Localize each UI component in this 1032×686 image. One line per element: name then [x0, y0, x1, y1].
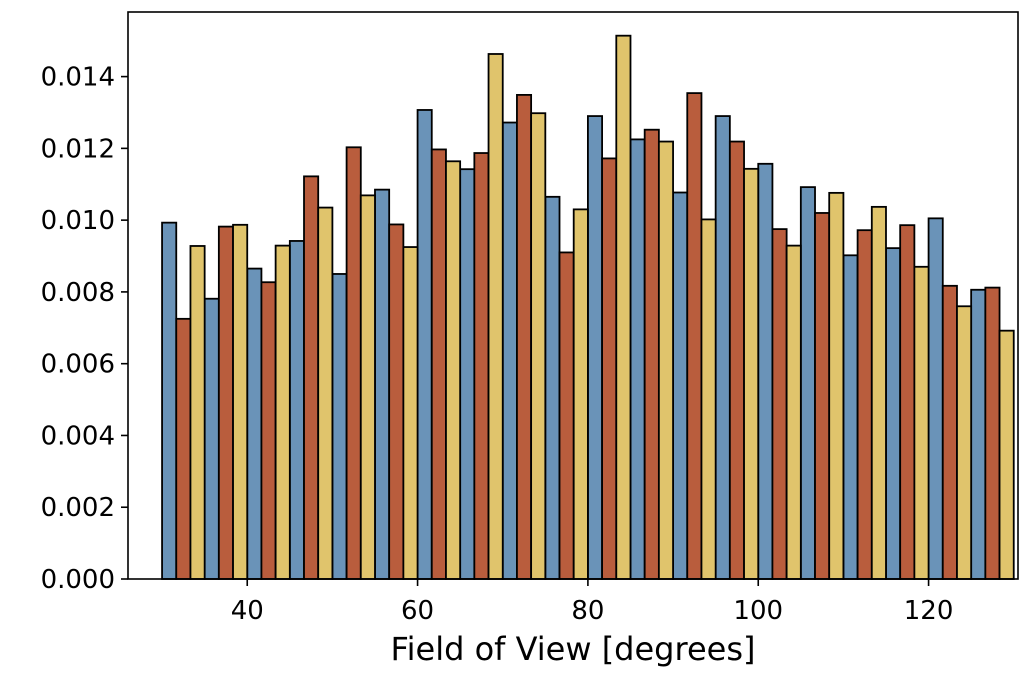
bar-series1-bin1	[161, 221, 178, 580]
bar-series2-bin5	[345, 146, 362, 580]
bar-series3-bin13	[700, 218, 717, 580]
y-tick-label: 0.014	[41, 63, 115, 93]
x-axis: 40 60 80 100 120	[231, 579, 954, 626]
bar-series2-bin3	[260, 281, 277, 580]
bar-series3-bin17	[870, 205, 887, 580]
bar-series1-bin2	[203, 297, 220, 580]
bar-series2-bin16	[814, 212, 831, 580]
bar-series2-bin8	[473, 152, 490, 580]
bar-series1-bin8	[459, 168, 476, 580]
bar-series3-bin11	[615, 34, 632, 580]
x-tick-label: 100	[733, 596, 783, 626]
y-tick-label: 0.006	[41, 350, 115, 380]
bar-series2-bin17	[856, 229, 873, 580]
y-tick-label: 0.008	[41, 278, 115, 308]
y-tick-label: 0.012	[41, 134, 115, 164]
bar-series2-bin1	[175, 317, 192, 580]
y-tick-label: 0.000	[41, 565, 115, 595]
bar-series2-bin6	[388, 223, 405, 580]
bar-series3-bin19	[956, 305, 973, 580]
bar-series1-bin16	[799, 186, 816, 580]
y-tick-label: 0.004	[41, 421, 115, 451]
bar-series3-bin5	[359, 194, 376, 580]
bar-series1-bin10	[544, 195, 561, 580]
bar-series2-bin12	[643, 128, 660, 580]
y-tick-label: 0.010	[41, 206, 115, 236]
bar-series1-bin9	[501, 121, 518, 580]
y-tick-label: 0.002	[41, 493, 115, 523]
bar-series2-bin19	[941, 284, 958, 580]
bar-series2-bin15	[771, 228, 788, 580]
bar-series3-bin20	[998, 329, 1015, 580]
bar-series2-bin7	[430, 148, 447, 580]
bar-series2-bin11	[601, 157, 618, 580]
bar-series2-bin14	[728, 140, 745, 580]
bar-series3-bin1	[189, 245, 206, 580]
bar-series1-bin18	[885, 247, 902, 580]
bar-series1-bin11	[587, 115, 603, 580]
bar-series3-bin4	[317, 206, 334, 580]
bar-series3-bin6	[402, 246, 419, 580]
bar-series3-bin3	[274, 244, 291, 580]
bar-series1-bin4	[288, 240, 305, 580]
bar-series2-bin13	[686, 92, 703, 580]
bar-series1-bin7	[416, 109, 433, 580]
y-axis: 0.000 0.002 0.004 0.006 0.008 0.010 0.012 0.014	[41, 63, 128, 595]
bar-series2-bin4	[303, 175, 320, 580]
x-tick-label: 120	[904, 596, 954, 626]
bar-series3-bin2	[232, 223, 249, 580]
bar-series3-bin8	[487, 53, 504, 580]
x-axis-title: Field of View [degrees]	[391, 630, 756, 668]
x-tick-label: 40	[231, 596, 264, 626]
bar-series1-bin19	[927, 217, 944, 580]
bar-series3-bin16	[828, 191, 845, 580]
bar-series3-bin15	[785, 244, 802, 580]
bar-series3-bin12	[657, 140, 674, 580]
bar-series1-bin6	[374, 188, 391, 580]
bar-series3-bin9	[530, 112, 547, 580]
bar-series1-bin20	[970, 288, 987, 580]
bar-series1-bin5	[331, 273, 348, 580]
bars-group	[161, 34, 1015, 580]
bar-series1-bin13	[672, 191, 689, 580]
bar-series3-bin14	[743, 167, 760, 580]
bar-series3-bin18	[913, 265, 930, 580]
bar-series1-bin14	[714, 115, 731, 580]
bar-series2-bin20	[984, 286, 1001, 580]
bar-series1-bin17	[842, 254, 859, 580]
bar-series2-bin10	[558, 251, 575, 580]
bar-series1-bin3	[246, 267, 263, 580]
bar-series1-bin12	[629, 138, 646, 580]
x-tick-label: 80	[571, 596, 604, 626]
bar-series2-bin2	[217, 225, 234, 580]
bar-series2-bin9	[516, 93, 533, 580]
plot-frame	[127, 11, 1019, 580]
bar-series1-bin15	[757, 162, 774, 580]
bar-series2-bin18	[899, 224, 916, 580]
x-tick-label: 60	[401, 596, 434, 626]
bar-series3-bin7	[445, 160, 462, 580]
bar-series3-bin10	[572, 208, 589, 580]
